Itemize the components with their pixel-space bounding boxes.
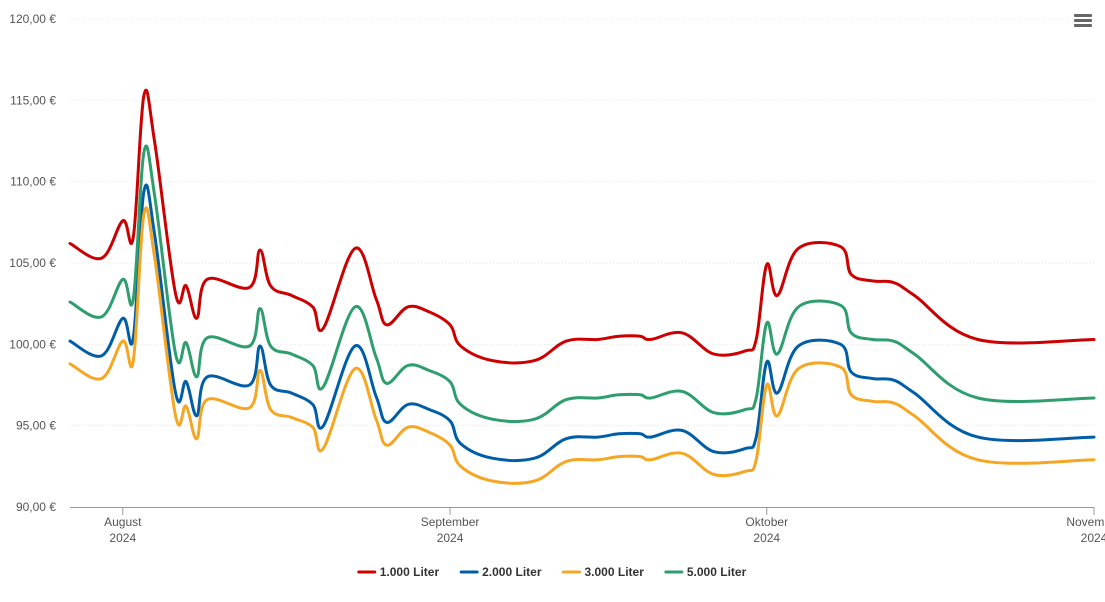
grid-lines: [70, 18, 1094, 427]
x-tick-month-label: November: [1066, 515, 1105, 529]
legend-label: 1.000 Liter: [380, 565, 440, 579]
legend-item[interactable]: 3.000 Liter: [562, 565, 645, 579]
menu-bar: [1074, 24, 1092, 27]
y-tick-label: 95,00 €: [16, 419, 56, 433]
series-line-1-000-liter[interactable]: [68, 88, 1096, 365]
hamburger-menu-icon[interactable]: [1072, 12, 1094, 32]
legend: 1.000 Liter 2.000 Liter 3.000 Liter 5.000 L…: [357, 565, 747, 579]
legend-label: 5.000 Liter: [687, 565, 747, 579]
y-tick-label: 120,00 €: [9, 12, 56, 26]
legend-item[interactable]: 1.000 Liter: [357, 565, 440, 579]
y-tick-label: 105,00 €: [9, 256, 56, 270]
legend-item[interactable]: 5.000 Liter: [664, 565, 747, 579]
menu-bar: [1074, 19, 1092, 22]
series-lines: [68, 88, 1096, 485]
x-tick-year-label: 2024: [1081, 531, 1105, 545]
x-tick-month-label: Oktober: [745, 515, 788, 529]
x-tick-month-label: September: [421, 515, 480, 529]
x-axis: August 2024 September 2024 Oktober 2024 Novemb…: [70, 507, 1105, 545]
y-tick-label: 110,00 €: [10, 175, 56, 189]
legend-label: 2.000 Liter: [482, 565, 542, 579]
y-tick-label: 100,00 €: [9, 337, 56, 351]
legend-item[interactable]: 2.000 Liter: [459, 565, 542, 579]
series-line-3-000-liter[interactable]: [68, 206, 1096, 485]
legend-label: 3.000 Liter: [585, 565, 645, 579]
y-tick-label: 90,00 €: [16, 500, 56, 514]
x-tick-year-label: 2024: [437, 531, 464, 545]
y-axis: 90,00 € 95,00 € 100,00 € 105,00 € 110,00 € 11…: [9, 12, 56, 514]
series-line-5-000-liter[interactable]: [68, 144, 1096, 423]
series-line-2-000-liter[interactable]: [68, 183, 1096, 462]
y-tick-label: 115,00 €: [10, 93, 56, 107]
x-tick-year-label: 2024: [753, 531, 780, 545]
menu-bar: [1074, 14, 1092, 17]
x-tick-year-label: 2024: [109, 531, 136, 545]
x-tick-month-label: August: [104, 515, 142, 529]
